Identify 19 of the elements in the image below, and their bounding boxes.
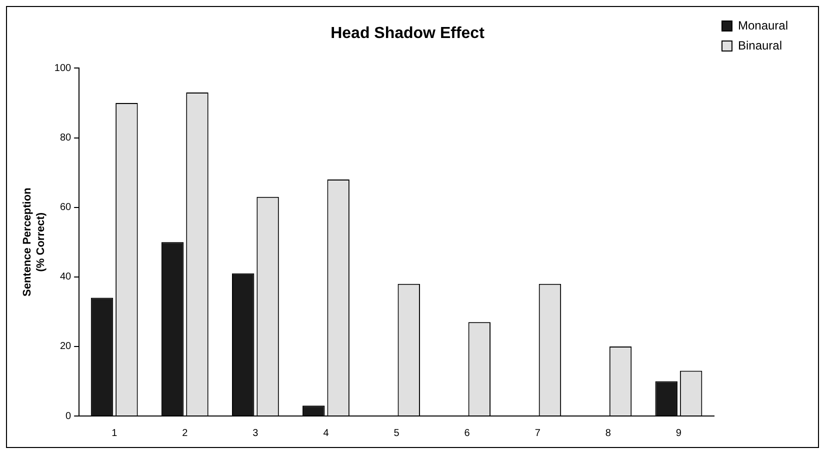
- x-tick-label: 4: [323, 428, 330, 439]
- legend-label: Monaural: [738, 18, 788, 32]
- y-tick-label: 40: [60, 272, 72, 283]
- chart-title: Head Shadow Effect: [330, 25, 486, 42]
- y-axis-title: Sentence Perception (% Correct): [22, 187, 47, 297]
- y-tick-label: 80: [60, 132, 72, 144]
- x-tick-label: 3: [252, 428, 259, 439]
- legend-label: Binaural: [738, 38, 782, 52]
- x-tick-label: 8: [605, 428, 612, 439]
- y-tick-label: 20: [60, 341, 72, 352]
- x-tick-label: 1: [112, 428, 118, 439]
- x-tick-label: 5: [394, 428, 400, 439]
- x-tick-label: 2: [182, 428, 188, 439]
- x-tick-label: 9: [676, 428, 682, 439]
- x-tick-label: 7: [534, 428, 541, 439]
- y-tick-label: 0: [66, 410, 72, 422]
- y-tick-label: 100: [54, 62, 72, 74]
- x-tick-label: 6: [464, 428, 470, 439]
- y-tick-label: 60: [60, 202, 72, 214]
